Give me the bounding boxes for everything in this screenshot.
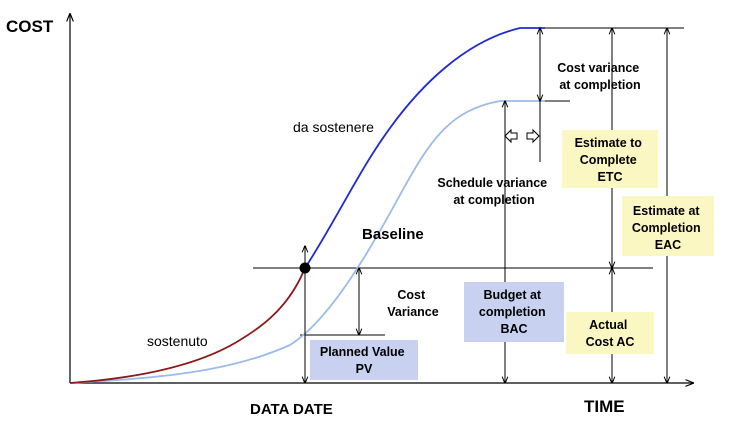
left-hollow-arrow-icon xyxy=(504,128,518,144)
baseline-curve xyxy=(69,100,545,384)
y-axis-label: COST xyxy=(6,17,54,36)
budget-at-completion-box: Budget at completion BAC xyxy=(464,282,564,342)
cost-variance-label: Cost Variance xyxy=(387,288,438,319)
schedule-variance-at-completion-label: Schedule variance at completion xyxy=(437,176,550,207)
forecast-curve-label: da sostenere xyxy=(293,119,374,135)
actual-cost-curve xyxy=(69,267,306,384)
svg-text:Estimate at Completion: Estimate at Completion EAC xyxy=(632,204,704,252)
baseline-curve-label: Baseline xyxy=(362,226,424,243)
planned-value-box: Planned Value PV xyxy=(310,340,418,380)
svg-text:Budget at completion: Budget at completion BAC xyxy=(479,288,549,336)
svg-text:Estimate to Complete: Estimate to Complete ETC xyxy=(575,136,646,184)
estimate-at-completion-box: Estimate at Completion EAC xyxy=(622,196,714,256)
x-axis-label: TIME xyxy=(584,397,625,416)
forecast-curve xyxy=(304,27,545,269)
actual-curve-label: sostenuto xyxy=(147,333,208,349)
data-date-label: DATA DATE xyxy=(250,401,333,418)
right-hollow-arrow-icon xyxy=(526,128,540,144)
estimate-to-complete-box: Estimate to Complete ETC xyxy=(562,130,658,188)
svg-text:Actual Cost AC: Actual Cost AC xyxy=(586,318,635,349)
actual-cost-box: Actual Cost AC xyxy=(566,312,654,354)
svg-text:Planned Value PV: Planned Value PV xyxy=(320,345,408,376)
cost-variance-at-completion-label: Cost variance at completion xyxy=(557,61,642,92)
